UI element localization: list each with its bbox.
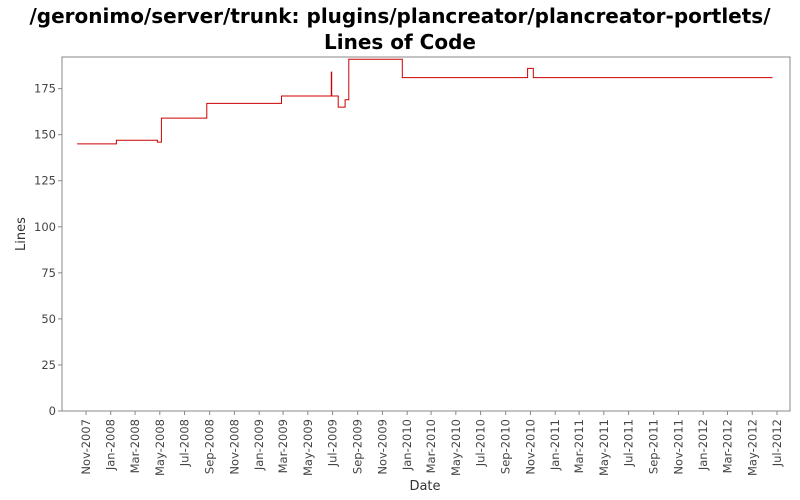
x-tick-label: May-2008 [153, 419, 167, 476]
x-tick-label: Jan-2011 [548, 419, 562, 471]
x-tick-label: Nov-2007 [79, 419, 93, 475]
x-tick-label: Jan-2008 [104, 419, 118, 471]
x-tick-label: Jul-2011 [622, 419, 636, 467]
x-tick-label: Sep-2011 [647, 419, 661, 474]
x-tick-label: May-2009 [301, 419, 315, 476]
x-tick-label: May-2010 [449, 419, 463, 476]
x-tick-label: Jul-2008 [178, 419, 192, 467]
x-axis-label: Date [409, 479, 440, 494]
y-axis-label: Lines [14, 217, 29, 251]
plot-area [61, 56, 791, 412]
x-tick-label: Jan-2012 [696, 419, 710, 471]
x-tick-label: Jan-2009 [252, 419, 266, 471]
y-tick-label: 25 [41, 358, 56, 372]
x-tick-label: Mar-2010 [424, 419, 438, 473]
x-tick-label: Nov-2009 [375, 419, 389, 475]
y-tick-label: 150 [34, 128, 56, 142]
x-tick-label: Jan-2010 [400, 419, 414, 471]
x-tick-label: Nov-2008 [227, 419, 241, 475]
x-tick-label: May-2011 [597, 419, 611, 476]
x-tick-label: Mar-2011 [572, 419, 586, 473]
x-tick-label: Mar-2008 [128, 419, 142, 473]
x-axis: Nov-2007 Jan-2008 Mar-2008 May-2008 Jul-2008… [79, 411, 784, 476]
x-tick-label: Jul-2010 [474, 419, 488, 467]
y-tick-label: 0 [49, 404, 56, 418]
y-axis: 0 25 50 75 100 125 150 175 [34, 82, 62, 418]
x-tick-label: May-2012 [745, 419, 759, 476]
x-tick-label: Mar-2009 [276, 419, 290, 473]
x-tick-label: Mar-2012 [721, 419, 735, 473]
x-tick-label: Nov-2010 [523, 419, 537, 475]
x-tick-label: Jul-2012 [770, 419, 784, 467]
x-tick-label: Nov-2011 [671, 419, 685, 475]
y-tick-label: 125 [34, 174, 56, 188]
series-line [77, 58, 773, 145]
y-tick-label: 50 [41, 312, 56, 326]
y-tick-label: 75 [41, 266, 56, 280]
x-tick-label: Sep-2009 [351, 419, 365, 474]
series-group [77, 58, 773, 145]
y-tick-label: 175 [34, 82, 56, 96]
x-tick-label: Sep-2010 [499, 419, 513, 474]
x-tick-label: Sep-2008 [203, 419, 217, 474]
y-tick-label: 100 [34, 220, 56, 234]
chart-title: /geronimo/server/trunk: plugins/plancrea… [29, 4, 771, 54]
x-tick-label: Jul-2009 [326, 419, 340, 467]
